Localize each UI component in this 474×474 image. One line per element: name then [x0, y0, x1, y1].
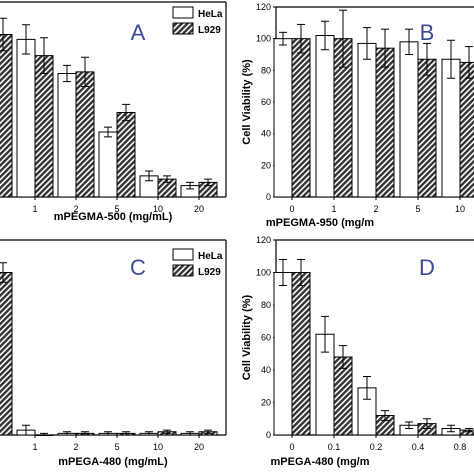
- bar-l929: [34, 55, 54, 198]
- legend-swatch-hela: [172, 248, 194, 261]
- x-tick-label: 0.8: [454, 442, 467, 452]
- bar-hela: [315, 35, 335, 198]
- x-tick-label: 2: [373, 204, 378, 214]
- y-tick-label: 60: [261, 333, 271, 343]
- x-tick-label: 0.4: [412, 442, 425, 452]
- bar-l929: [459, 429, 474, 436]
- bar-hela: [16, 38, 36, 198]
- panel-d: 0 20 40 60 80 100 120 0 0.1 0.2 0.4 0.8 mPEGA-480 (m…: [241, 235, 474, 468]
- x-tick-label: 1: [32, 204, 37, 214]
- bar-hela: [357, 42, 377, 198]
- x-tick-label: 0.1: [328, 442, 341, 452]
- y-axis-label: Cell Viability (%): [241, 294, 253, 380]
- legend: HeLa L929: [172, 248, 223, 278]
- bar-l929: [375, 47, 395, 198]
- bar-l929: [75, 71, 95, 198]
- legend-label: L929: [198, 267, 221, 278]
- x-tick-label: 1: [331, 204, 336, 214]
- bar-hela: [399, 41, 419, 198]
- bar-hela: [57, 73, 77, 198]
- legend-swatch-l929: [172, 264, 194, 277]
- x-axis-label: mPEGMA-500 (mg/mL): [54, 211, 173, 223]
- y-tick-label: 60: [261, 97, 271, 107]
- panel-label: D: [419, 255, 435, 280]
- x-tick-label: 20: [194, 442, 204, 452]
- x-tick-label: 0: [289, 204, 294, 214]
- y-tick-label: 20: [261, 160, 271, 170]
- y-tick-label: 100: [256, 34, 271, 44]
- bar-l929: [291, 38, 311, 198]
- panel-label: B: [420, 20, 435, 45]
- panel-label: A: [131, 20, 146, 45]
- y-tick-label: 40: [261, 365, 271, 375]
- x-tick-label: 5: [415, 204, 420, 214]
- bar-l929: [116, 112, 136, 198]
- x-tick-label: 5: [114, 442, 119, 452]
- legend-label: HeLa: [198, 9, 223, 20]
- bar-l929: [291, 272, 311, 436]
- legend-label: L929: [198, 25, 221, 36]
- panel-label: C: [130, 255, 146, 280]
- legend-swatch-hela: [172, 6, 194, 19]
- x-tick-label: 5: [114, 204, 119, 214]
- x-tick-label: 1: [32, 442, 37, 452]
- y-tick-label: 0: [266, 192, 271, 202]
- legend-swatch-l929: [172, 22, 194, 35]
- x-tick-label: 2: [73, 442, 78, 452]
- panel-b: 0 20 40 60 80 100 120 0 1 2 5 10 mPEGMA-950 (mg/m Cel…: [241, 2, 474, 229]
- y-tick-label: 80: [261, 300, 271, 310]
- bar-l929: [459, 61, 474, 198]
- x-axis-label: mPEGA-480 (mg/mL): [58, 456, 168, 468]
- y-tick-label: 100: [256, 268, 271, 278]
- y-tick-label: 40: [261, 129, 271, 139]
- legend: HeLa L929: [172, 6, 223, 36]
- x-tick-label: 0.2: [370, 442, 383, 452]
- y-tick-label: 120: [256, 235, 271, 245]
- x-tick-label: 10: [153, 442, 163, 452]
- y-tick-label: 80: [261, 65, 271, 75]
- x-tick-label: 20: [194, 204, 204, 214]
- bar-hela: [98, 131, 118, 198]
- x-axis-label: mPEGA-480 (mg/m: [270, 456, 369, 468]
- y-axis-label: Cell Viability (%): [241, 59, 253, 145]
- bar-hela: [273, 38, 293, 198]
- x-tick-label: 0: [289, 442, 294, 452]
- y-tick-label: 20: [261, 398, 271, 408]
- x-tick-label: 10: [455, 204, 465, 214]
- bar-l929: [0, 272, 13, 436]
- bar-hela: [273, 272, 293, 436]
- legend-label: HeLa: [198, 251, 223, 262]
- y-tick-label: 0: [266, 430, 271, 440]
- bar-l929: [0, 34, 13, 198]
- bar-l929: [417, 58, 437, 198]
- x-tick-label: 2: [73, 204, 78, 214]
- x-tick-label: 10: [153, 204, 163, 214]
- y-tick-label: 120: [256, 2, 271, 12]
- x-axis-label: mPEGMA-950 (mg/m: [266, 217, 374, 229]
- bar-hela: [441, 58, 461, 198]
